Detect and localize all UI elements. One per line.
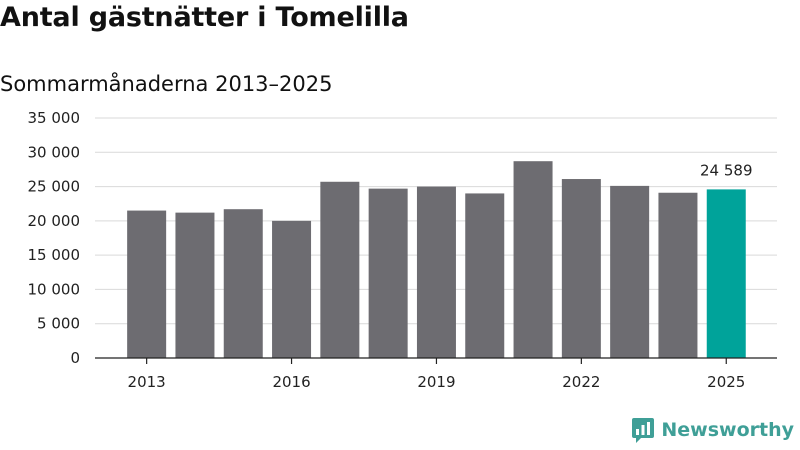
labels: 0 5 000 10 000 15 000 20 000 25 000 30 000 35 0… bbox=[28, 109, 753, 391]
x-tick-label: 2025 bbox=[707, 373, 745, 391]
y-tick-label: 20 000 bbox=[28, 212, 81, 230]
brand-name: Newsworthy bbox=[661, 419, 794, 441]
y-tick-label: 5 000 bbox=[37, 315, 80, 333]
x-tick-label: 2022 bbox=[562, 373, 600, 391]
bar-2014 bbox=[175, 212, 215, 358]
bar-2023 bbox=[610, 185, 650, 358]
bar-2021 bbox=[513, 161, 553, 358]
y-tick-label: 25 000 bbox=[28, 178, 81, 196]
chart-title: Antal gästnätter i Tomelilla bbox=[0, 2, 409, 33]
bars bbox=[127, 161, 746, 358]
x-tick-label: 2019 bbox=[417, 373, 455, 391]
bar-2024 bbox=[658, 192, 698, 358]
y-tick-label: 0 bbox=[70, 349, 80, 367]
bar-2013 bbox=[127, 210, 167, 358]
brand-logo: Newsworthy bbox=[631, 416, 794, 444]
bar-2019 bbox=[416, 186, 456, 358]
y-tick-label: 30 000 bbox=[28, 143, 81, 161]
bar-2016 bbox=[272, 220, 312, 358]
bar-2018 bbox=[368, 188, 408, 358]
bar-2025 bbox=[706, 189, 746, 358]
data-label: 24 589 bbox=[700, 161, 753, 179]
x-tick-label: 2013 bbox=[128, 373, 166, 391]
chart-subtitle: Sommarmånaderna 2013–2025 bbox=[0, 72, 333, 96]
bar-2015 bbox=[223, 209, 263, 358]
bar-2022 bbox=[561, 179, 601, 358]
x-tick-label: 2016 bbox=[272, 373, 310, 391]
newsworthy-logo-icon bbox=[632, 418, 655, 443]
bar-2020 bbox=[465, 193, 505, 358]
y-tick-label: 10 000 bbox=[28, 280, 81, 298]
y-tick-label: 35 000 bbox=[28, 109, 81, 127]
y-tick-label: 15 000 bbox=[28, 246, 81, 264]
bar-2017 bbox=[320, 181, 360, 358]
x-axis bbox=[95, 357, 777, 364]
